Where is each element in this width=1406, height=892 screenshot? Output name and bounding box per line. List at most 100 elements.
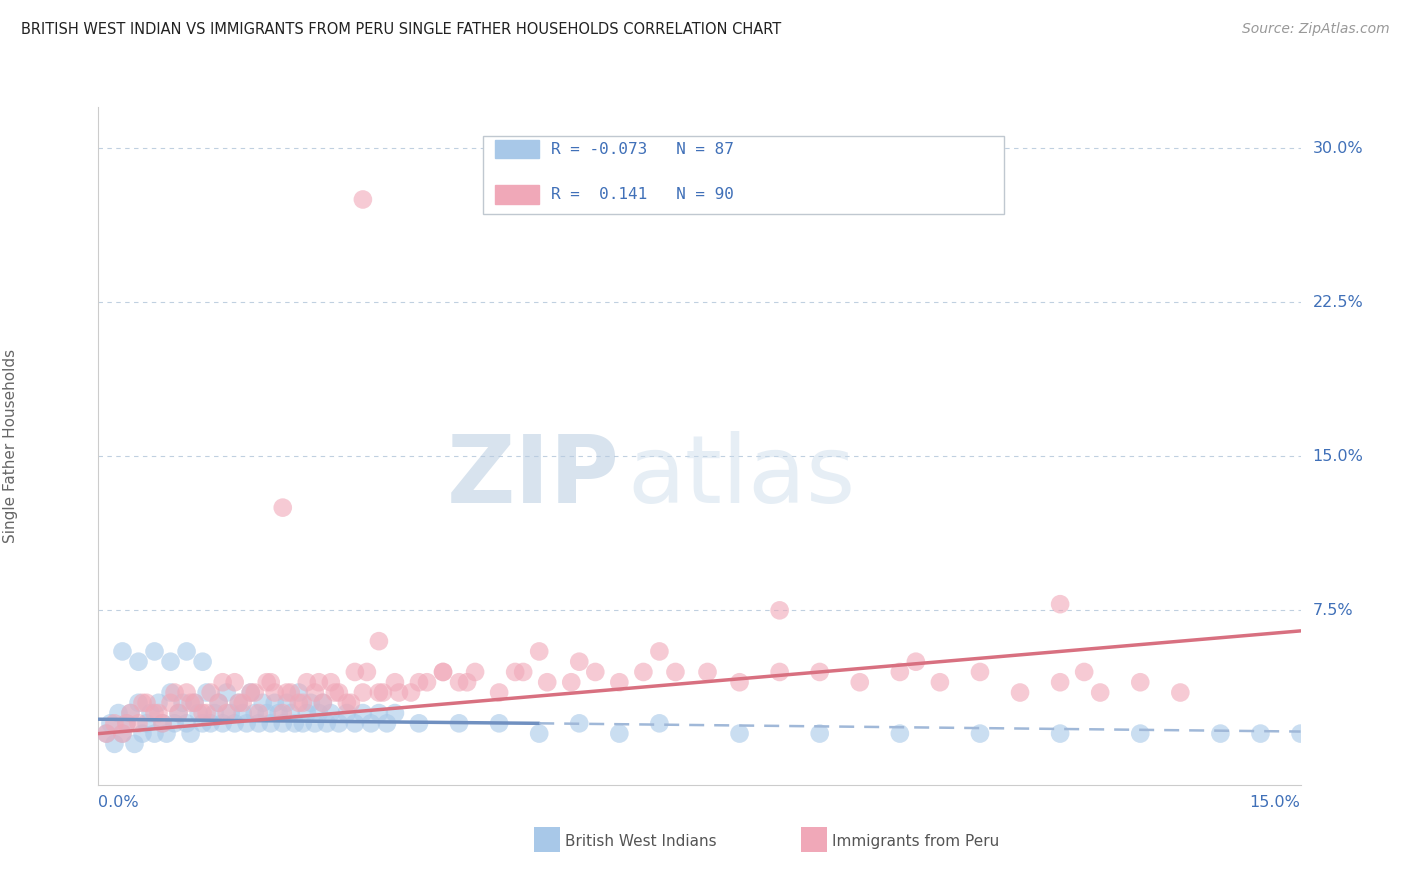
Point [488, 685, 510, 699]
Point [371, 685, 394, 699]
Point [271, 500, 294, 515]
Point [328, 685, 350, 699]
Point [135, 696, 157, 710]
Point [143, 706, 166, 720]
Point [299, 696, 322, 710]
Point [143, 644, 166, 658]
Point [100, 716, 122, 731]
Point [163, 685, 186, 699]
Text: R = -0.073   N = 87: R = -0.073 N = 87 [551, 142, 734, 157]
Point [323, 685, 346, 699]
Point [172, 696, 194, 710]
Point [232, 696, 254, 710]
Point [929, 675, 952, 690]
Point [200, 685, 222, 699]
Point [228, 696, 250, 710]
Point [308, 706, 330, 720]
Text: BRITISH WEST INDIAN VS IMMIGRANTS FROM PERU SINGLE FATHER HOUSEHOLDS CORRELATION: BRITISH WEST INDIAN VS IMMIGRANTS FROM P… [21, 22, 782, 37]
Point [1289, 726, 1312, 740]
Point [343, 665, 366, 679]
Point [889, 665, 911, 679]
Point [167, 706, 190, 720]
Point [304, 716, 326, 731]
Text: 7.5%: 7.5% [1313, 603, 1353, 618]
Point [276, 685, 298, 699]
Point [432, 665, 454, 679]
Point [648, 644, 671, 658]
Point [195, 706, 218, 720]
Point [115, 716, 138, 731]
Point [291, 696, 314, 710]
Point [263, 685, 285, 699]
Point [315, 716, 337, 731]
Point [271, 706, 294, 720]
FancyBboxPatch shape [484, 136, 1004, 214]
Point [159, 696, 181, 710]
Point [103, 737, 125, 751]
Point [215, 685, 238, 699]
Point [124, 737, 146, 751]
Point [239, 685, 262, 699]
Point [319, 675, 342, 690]
Point [408, 675, 430, 690]
Point [107, 706, 129, 720]
Point [232, 706, 254, 720]
Point [247, 716, 270, 731]
Point [239, 685, 262, 699]
Point [191, 706, 214, 720]
Point [904, 655, 927, 669]
Point [560, 675, 582, 690]
Point [1049, 597, 1071, 611]
Point [208, 696, 231, 710]
Text: 0.0%: 0.0% [98, 796, 139, 810]
Point [263, 696, 285, 710]
Point [191, 655, 214, 669]
Point [163, 716, 186, 731]
Point [889, 726, 911, 740]
Point [280, 685, 302, 699]
Point [111, 726, 134, 740]
Point [183, 696, 205, 710]
Point [211, 675, 233, 690]
Text: ZIP: ZIP [447, 431, 620, 523]
Point [356, 665, 378, 679]
Point [368, 685, 391, 699]
Point [609, 726, 631, 740]
Point [384, 706, 406, 720]
Point [312, 696, 335, 710]
Point [284, 716, 307, 731]
Point [1129, 726, 1152, 740]
Point [120, 706, 142, 720]
Text: Immigrants from Peru: Immigrants from Peru [832, 834, 1000, 848]
Point [432, 665, 454, 679]
Point [768, 603, 790, 617]
Text: 15.0%: 15.0% [1250, 796, 1301, 810]
Point [456, 675, 478, 690]
Point [152, 716, 174, 731]
Text: British West Indians: British West Indians [565, 834, 717, 848]
Point [304, 685, 326, 699]
Point [728, 726, 751, 740]
Point [488, 716, 510, 731]
Point [131, 726, 153, 740]
Point [139, 706, 162, 720]
Point [200, 716, 222, 731]
Point [1049, 675, 1071, 690]
Point [176, 644, 198, 658]
Point [176, 716, 198, 731]
Point [384, 675, 406, 690]
Point [536, 675, 558, 690]
Point [969, 665, 991, 679]
Point [1008, 685, 1031, 699]
Point [135, 716, 157, 731]
Point [159, 655, 181, 669]
Point [808, 726, 831, 740]
Point [267, 706, 290, 720]
Point [529, 726, 551, 740]
Point [191, 716, 214, 731]
Point [609, 675, 631, 690]
Point [159, 685, 181, 699]
Point [252, 696, 274, 710]
Text: R =  0.141   N = 90: R = 0.141 N = 90 [551, 186, 734, 202]
Point [211, 716, 233, 731]
